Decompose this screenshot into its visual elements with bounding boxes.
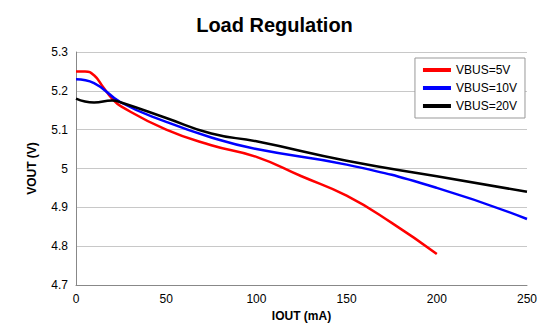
svg-text:50: 50 xyxy=(160,292,174,306)
svg-text:0: 0 xyxy=(73,292,80,306)
svg-text:VOUT (V): VOUT (V) xyxy=(25,142,39,195)
svg-text:5.2: 5.2 xyxy=(51,84,68,98)
svg-text:VBUS=20V: VBUS=20V xyxy=(456,99,517,113)
svg-text:100: 100 xyxy=(246,292,266,306)
svg-text:250: 250 xyxy=(517,292,537,306)
svg-text:5.3: 5.3 xyxy=(51,45,68,59)
svg-text:5.1: 5.1 xyxy=(51,123,68,137)
svg-text:5: 5 xyxy=(61,162,68,176)
svg-text:VBUS=5V: VBUS=5V xyxy=(456,63,510,77)
svg-text:Load Regulation: Load Regulation xyxy=(196,14,353,36)
svg-text:4.7: 4.7 xyxy=(51,278,68,292)
svg-text:200: 200 xyxy=(427,292,447,306)
svg-text:VBUS=10V: VBUS=10V xyxy=(456,81,517,95)
svg-text:IOUT (mA): IOUT (mA) xyxy=(272,309,331,323)
svg-text:4.8: 4.8 xyxy=(51,239,68,253)
svg-text:150: 150 xyxy=(337,292,357,306)
svg-text:4.9: 4.9 xyxy=(51,200,68,214)
